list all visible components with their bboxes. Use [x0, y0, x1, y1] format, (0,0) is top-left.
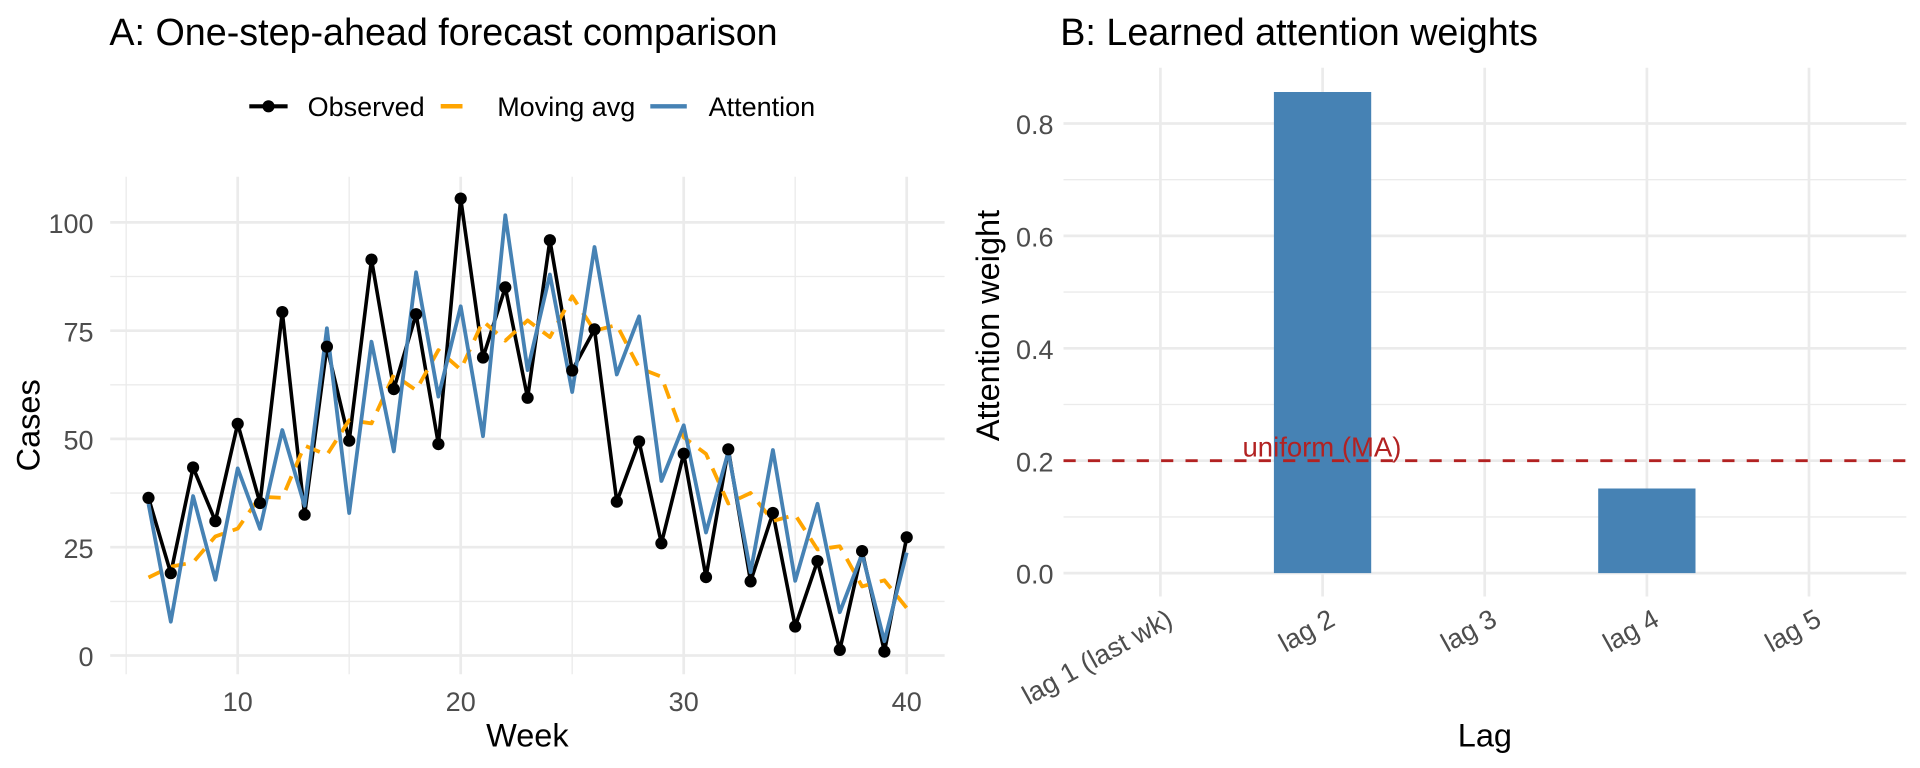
svg-text:Lag: Lag: [1458, 718, 1512, 754]
svg-text:Cases: Cases: [11, 379, 47, 471]
svg-text:Week: Week: [486, 718, 569, 754]
svg-text:B: Learned attention weights: B: Learned attention weights: [1060, 11, 1538, 53]
svg-text:0.6: 0.6: [1016, 223, 1054, 253]
svg-text:Observed: Observed: [308, 92, 425, 122]
svg-text:0.0: 0.0: [1016, 560, 1054, 590]
svg-text:A: One-step-ahead forecast com: A: One-step-ahead forecast comparison: [109, 11, 777, 53]
svg-text:uniform (MA): uniform (MA): [1243, 431, 1402, 462]
svg-text:Attention: Attention: [709, 92, 816, 122]
svg-text:Moving avg: Moving avg: [497, 92, 635, 122]
svg-text:100: 100: [48, 209, 93, 239]
svg-text:30: 30: [669, 687, 699, 717]
svg-text:0: 0: [78, 642, 93, 672]
svg-text:0.4: 0.4: [1016, 335, 1054, 365]
svg-text:25: 25: [63, 534, 93, 564]
svg-text:0.2: 0.2: [1016, 447, 1054, 477]
svg-text:20: 20: [446, 687, 476, 717]
svg-text:10: 10: [223, 687, 253, 717]
svg-text:50: 50: [63, 426, 93, 456]
svg-text:Attention weight: Attention weight: [970, 210, 1006, 441]
svg-text:0.8: 0.8: [1016, 110, 1054, 140]
svg-text:75: 75: [63, 317, 93, 347]
svg-text:40: 40: [892, 687, 922, 717]
